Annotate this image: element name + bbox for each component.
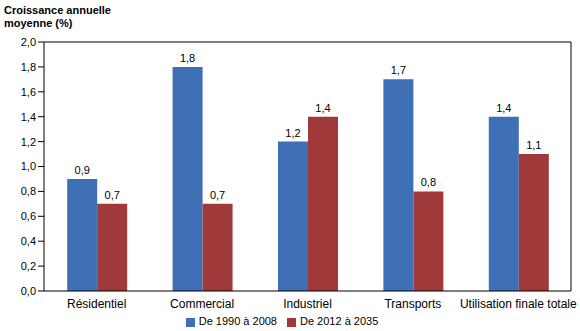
svg-text:1,6: 1,6 xyxy=(21,86,36,98)
svg-text:1,4: 1,4 xyxy=(21,111,36,123)
svg-text:0,8: 0,8 xyxy=(21,185,36,197)
svg-text:Résidentiel: Résidentiel xyxy=(67,297,126,311)
svg-text:0,7: 0,7 xyxy=(105,189,120,201)
svg-text:1,7: 1,7 xyxy=(391,64,406,76)
svg-text:0,0: 0,0 xyxy=(21,285,36,297)
svg-text:Commercial: Commercial xyxy=(170,297,234,311)
html-text:De 1990 à 2008: De 1990 à 2008 xyxy=(198,315,277,327)
svg-text:0,9: 0,9 xyxy=(75,164,90,176)
svg-text:1,4: 1,4 xyxy=(315,102,330,114)
svg-text:0,7: 0,7 xyxy=(210,189,225,201)
svg-text:Industriel: Industriel xyxy=(283,297,332,311)
svg-text:1,2: 1,2 xyxy=(285,127,300,139)
svg-text:2,0: 2,0 xyxy=(21,36,36,48)
svg-text:1,8: 1,8 xyxy=(21,61,36,73)
svg-text:0,8: 0,8 xyxy=(421,176,436,188)
svg-text:1,8: 1,8 xyxy=(180,52,195,64)
svg-text:Transports: Transports xyxy=(384,297,441,311)
svg-text:1,2: 1,2 xyxy=(21,136,36,148)
svg-text:Utilisation finale totale: Utilisation finale totale xyxy=(460,297,572,311)
svg-text:0,4: 0,4 xyxy=(21,235,36,247)
svg-text:1,0: 1,0 xyxy=(21,160,36,172)
svg-text:0,6: 0,6 xyxy=(21,210,36,222)
html-text:Croissance annuelle moyenne (%: Croissance annuelle moyenne (%) xyxy=(4,4,111,29)
svg-text:0,2: 0,2 xyxy=(21,260,36,272)
svg-text:1,1: 1,1 xyxy=(526,139,541,151)
svg-text:1,4: 1,4 xyxy=(496,102,511,114)
html-text:De 2012 à 2035: De 2012 à 2035 xyxy=(300,315,379,327)
